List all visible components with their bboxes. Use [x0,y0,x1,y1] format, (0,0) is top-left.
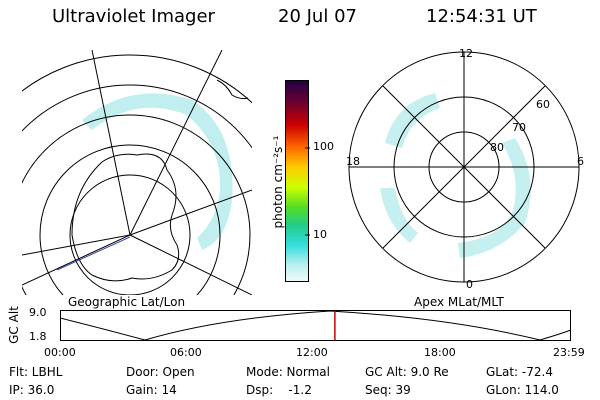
geographic-map [22,50,252,295]
auroral-oval [380,93,531,258]
time-tick-0000: 00:00 [44,346,76,359]
longitude-lines [22,50,252,295]
mlt-label-18: 18 [346,155,360,168]
time-tick-0600: 06:00 [170,346,202,359]
status-seq: Seq: 39 [365,383,411,397]
altitude-plot [60,310,572,341]
mlt-label-6: 6 [577,155,584,168]
status-glat: GLat: -72.4 [486,365,553,379]
colorbar-tick-100: 100 [313,140,334,153]
coastline-fragment [216,79,249,100]
continent-outline [71,153,180,282]
altitude-curve [60,310,572,341]
colorbar-unit-label: photon cm⁻²s⁻¹ [271,135,285,229]
status-door: Door: Open [126,365,195,379]
auroral-emission [82,93,233,250]
altitude-ytick-1-8: 1.8 [29,330,47,343]
colorbar-tick-10: 10 [313,228,327,241]
latitude-circles [22,54,252,295]
apex-polar-plot [348,51,580,283]
colorbar-ticks [305,147,310,236]
colorbar [285,80,309,282]
time-tick-2359: 23:59 [553,346,585,359]
instrument-title: Ultraviolet Imager [52,6,215,27]
altitude-ytick-9: 9.0 [29,306,47,319]
status-mode: Mode: Normal [246,365,330,379]
status-ip: IP: 36.0 [9,383,55,397]
mlt-label-12: 12 [459,47,473,60]
mlt-lines [349,52,579,282]
status-flt: Flt: LBHL [9,365,63,379]
mlat-label-60: 60 [536,98,550,111]
left-panel-caption: Geographic Lat/Lon [68,295,186,309]
time-label: 12:54:31 UT [426,6,537,27]
mlat-label-70: 70 [512,121,526,134]
right-panel-caption: Apex MLat/MLT [414,295,504,309]
status-dsp: Dsp: -1.2 [246,383,312,397]
ground-track [56,236,131,271]
date-label: 20 Jul 07 [278,6,357,27]
status-gc-alt: GC Alt: 9.0 Re [365,365,449,379]
status-glon: GLon: 114.0 [486,383,559,397]
status-gain: Gain: 14 [126,383,177,397]
mlat-label-80: 80 [490,141,504,154]
mlt-label-0: 0 [466,278,473,291]
time-tick-1800: 18:00 [424,346,456,359]
time-tick-1200: 12:00 [296,346,328,359]
altitude-ylabel: GC Alt [7,306,21,344]
